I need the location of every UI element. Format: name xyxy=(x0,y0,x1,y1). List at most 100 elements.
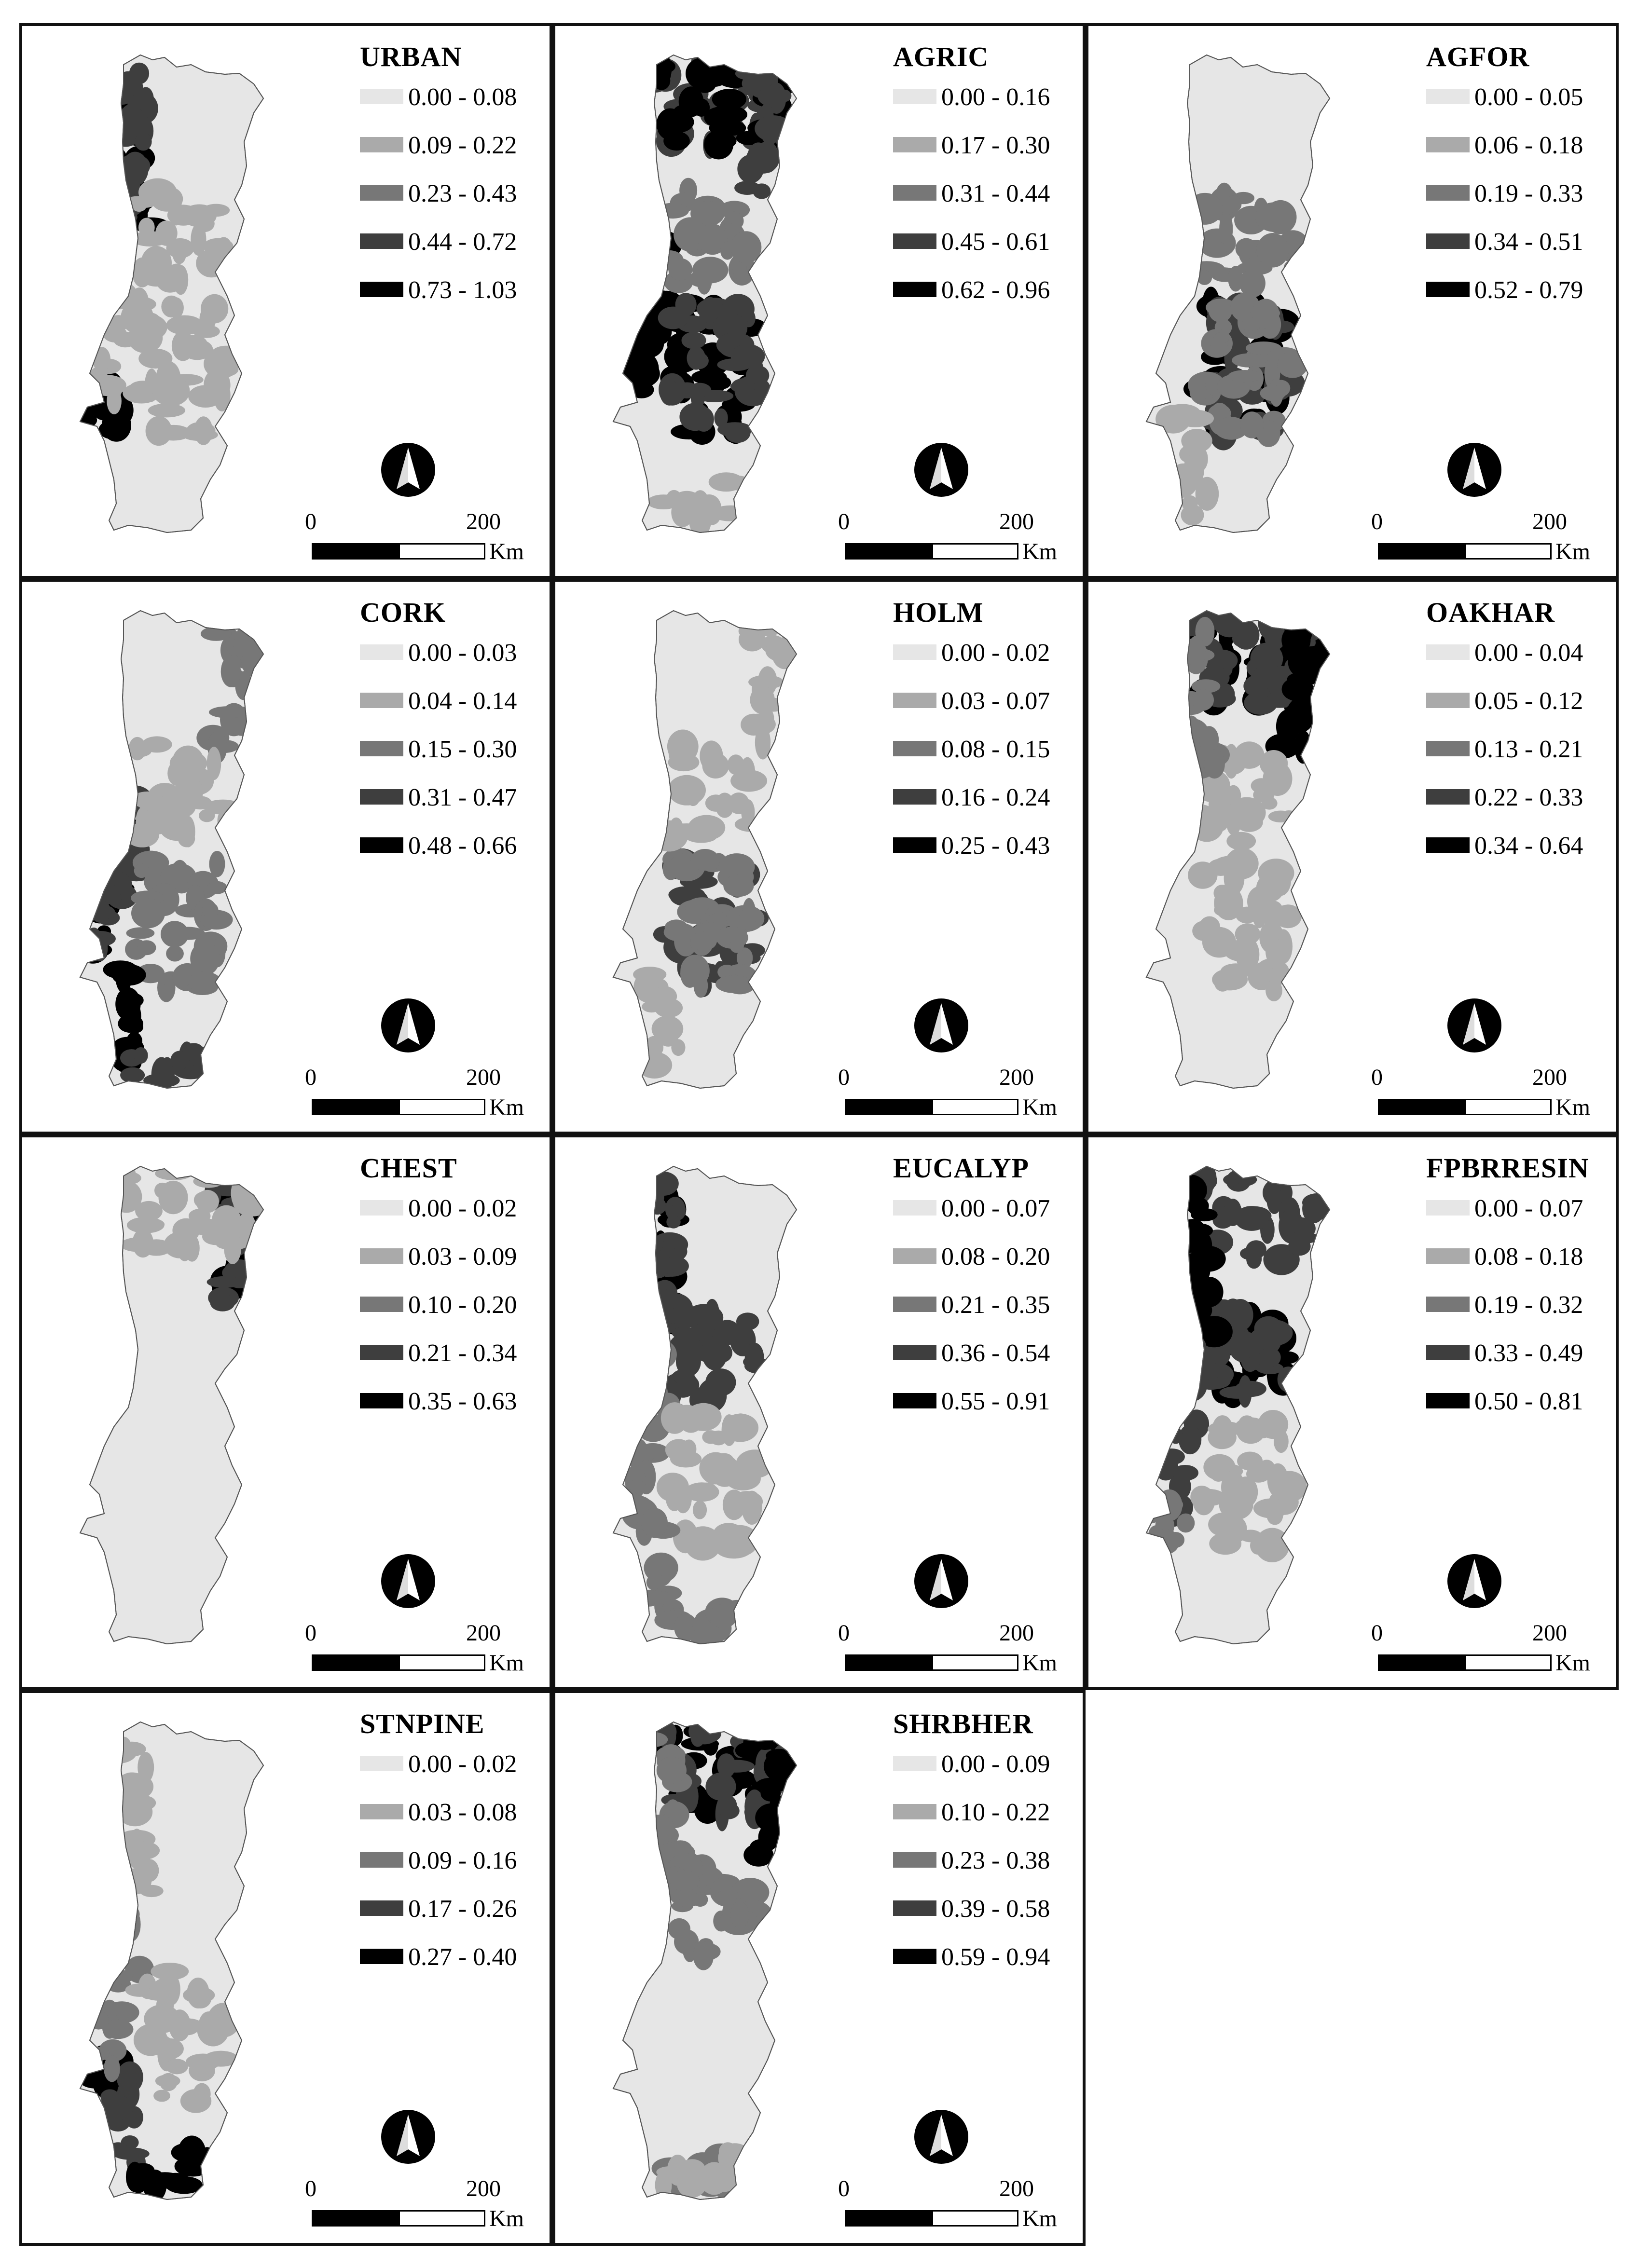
scale-zero-label: 0 xyxy=(305,1065,316,1090)
legend-swatch xyxy=(893,1949,936,1964)
legend-swatch xyxy=(893,693,936,708)
map-patch xyxy=(1199,726,1219,754)
map-patch xyxy=(729,938,744,953)
map-patch xyxy=(1250,1536,1265,1555)
scale-bar: 0 200 Km xyxy=(302,2166,543,2243)
map-patch xyxy=(97,261,133,288)
map-patch xyxy=(740,757,756,790)
map-patch xyxy=(1208,1456,1229,1482)
map-patch xyxy=(692,817,715,830)
map-patch xyxy=(701,297,720,324)
map-grid: URBAN 0.00 - 0.08 0.09 - 0.22 0.23 - 0.4… xyxy=(19,23,1619,2246)
legend-swatch xyxy=(893,1852,936,1868)
panel-title: CHEST xyxy=(360,1152,457,1184)
scale-bar: 0 200 Km xyxy=(302,1054,543,1132)
map-patch xyxy=(155,1167,193,1180)
map-patch xyxy=(153,2090,170,2102)
legend-label: 0.00 - 0.02 xyxy=(408,1195,517,1222)
map-patch xyxy=(691,369,727,385)
legend-label: 0.48 - 0.66 xyxy=(408,832,517,860)
legend-swatch xyxy=(360,644,403,660)
legend-label: 0.08 - 0.20 xyxy=(941,1243,1050,1271)
legend-swatch xyxy=(1426,644,1470,660)
legend-label: 0.31 - 0.47 xyxy=(408,784,517,811)
map-patch xyxy=(1276,1351,1299,1364)
map-patch xyxy=(731,1878,770,1907)
map-patch xyxy=(135,133,152,151)
map-patch xyxy=(673,1519,698,1554)
scale-zero-label: 0 xyxy=(1371,509,1383,534)
map-patch xyxy=(742,898,756,932)
map-patch xyxy=(633,1337,662,1364)
map-patch xyxy=(1226,832,1256,850)
scale-bar-white-segment xyxy=(932,543,1018,560)
legend-label: 0.39 - 0.58 xyxy=(941,1895,1050,1923)
map-patch xyxy=(139,1885,164,1898)
legend-swatch xyxy=(1426,837,1470,853)
map-patch xyxy=(151,1963,189,1981)
legend-label: 0.59 - 0.94 xyxy=(941,1943,1050,1971)
map-patch xyxy=(699,1452,732,1485)
scale-max-label: 200 xyxy=(466,1065,501,1090)
legend-label: 0.09 - 0.16 xyxy=(408,1847,517,1874)
panel-title: SHRBHER xyxy=(893,1708,1033,1739)
map-patch xyxy=(757,86,787,107)
legend-swatch xyxy=(1426,693,1470,708)
map-patch xyxy=(143,2029,158,2054)
legend-label: 0.08 - 0.15 xyxy=(941,736,1050,763)
map-patch xyxy=(1210,242,1227,258)
map-patch xyxy=(208,706,248,718)
map-patch xyxy=(1171,1465,1198,1481)
map-patch xyxy=(680,955,710,987)
map-patch xyxy=(725,1467,761,1490)
legend-swatch xyxy=(360,89,403,104)
map-patch xyxy=(641,58,675,75)
map-patch xyxy=(723,874,754,897)
map-patch xyxy=(169,2009,191,2042)
scale-bar-black-segment xyxy=(1378,543,1465,560)
map-patch xyxy=(190,942,220,976)
map-patch xyxy=(755,725,771,760)
scale-unit-label: Km xyxy=(489,539,524,564)
legend-label: 0.00 - 0.02 xyxy=(941,639,1050,667)
map-patch xyxy=(204,369,231,402)
legend-swatch xyxy=(893,137,936,152)
map-patch xyxy=(1195,1277,1224,1308)
legend-swatch xyxy=(1426,1393,1470,1408)
scale-max-label: 200 xyxy=(1532,1065,1567,1090)
map-patch xyxy=(120,782,137,802)
north-arrow-icon xyxy=(914,443,968,497)
legend-label: 0.00 - 0.02 xyxy=(408,1750,517,1778)
legend-swatch xyxy=(893,837,936,853)
map-patch xyxy=(1250,1421,1274,1438)
map-patch xyxy=(1234,1206,1269,1231)
map-patch xyxy=(641,1508,668,1538)
map-patch xyxy=(134,863,150,878)
legend-label: 0.03 - 0.07 xyxy=(941,687,1050,715)
map-patch xyxy=(168,297,184,318)
scale-bar-black-segment xyxy=(1378,1099,1465,1115)
map-patch xyxy=(737,154,764,183)
legend-label: 0.04 - 0.14 xyxy=(408,687,517,715)
panel-title: EUCALYP xyxy=(893,1152,1030,1184)
map-patch xyxy=(1252,299,1279,329)
map-panel: EUCALYP 0.00 - 0.07 0.08 - 0.20 0.21 - 0… xyxy=(552,1134,1086,1690)
map-patch xyxy=(1227,1299,1253,1331)
map-patch xyxy=(203,238,234,255)
scale-bar-black-segment xyxy=(312,1099,399,1115)
map-patch xyxy=(692,1500,707,1519)
map-patch xyxy=(1172,1357,1198,1382)
map-patch xyxy=(102,2019,134,2039)
map-patch xyxy=(203,2050,238,2067)
panel-title: HOLM xyxy=(893,597,984,628)
map-patch xyxy=(728,792,749,814)
map-patch xyxy=(704,130,733,160)
map-patch xyxy=(718,2143,752,2173)
map-patch xyxy=(171,2143,201,2162)
map-patch xyxy=(1176,1513,1195,1533)
map-patch xyxy=(736,1312,759,1331)
legend-label: 0.00 - 0.16 xyxy=(941,83,1050,111)
map-patch xyxy=(697,494,722,522)
scale-max-label: 200 xyxy=(466,2176,501,2201)
legend-label: 0.03 - 0.08 xyxy=(408,1799,517,1826)
